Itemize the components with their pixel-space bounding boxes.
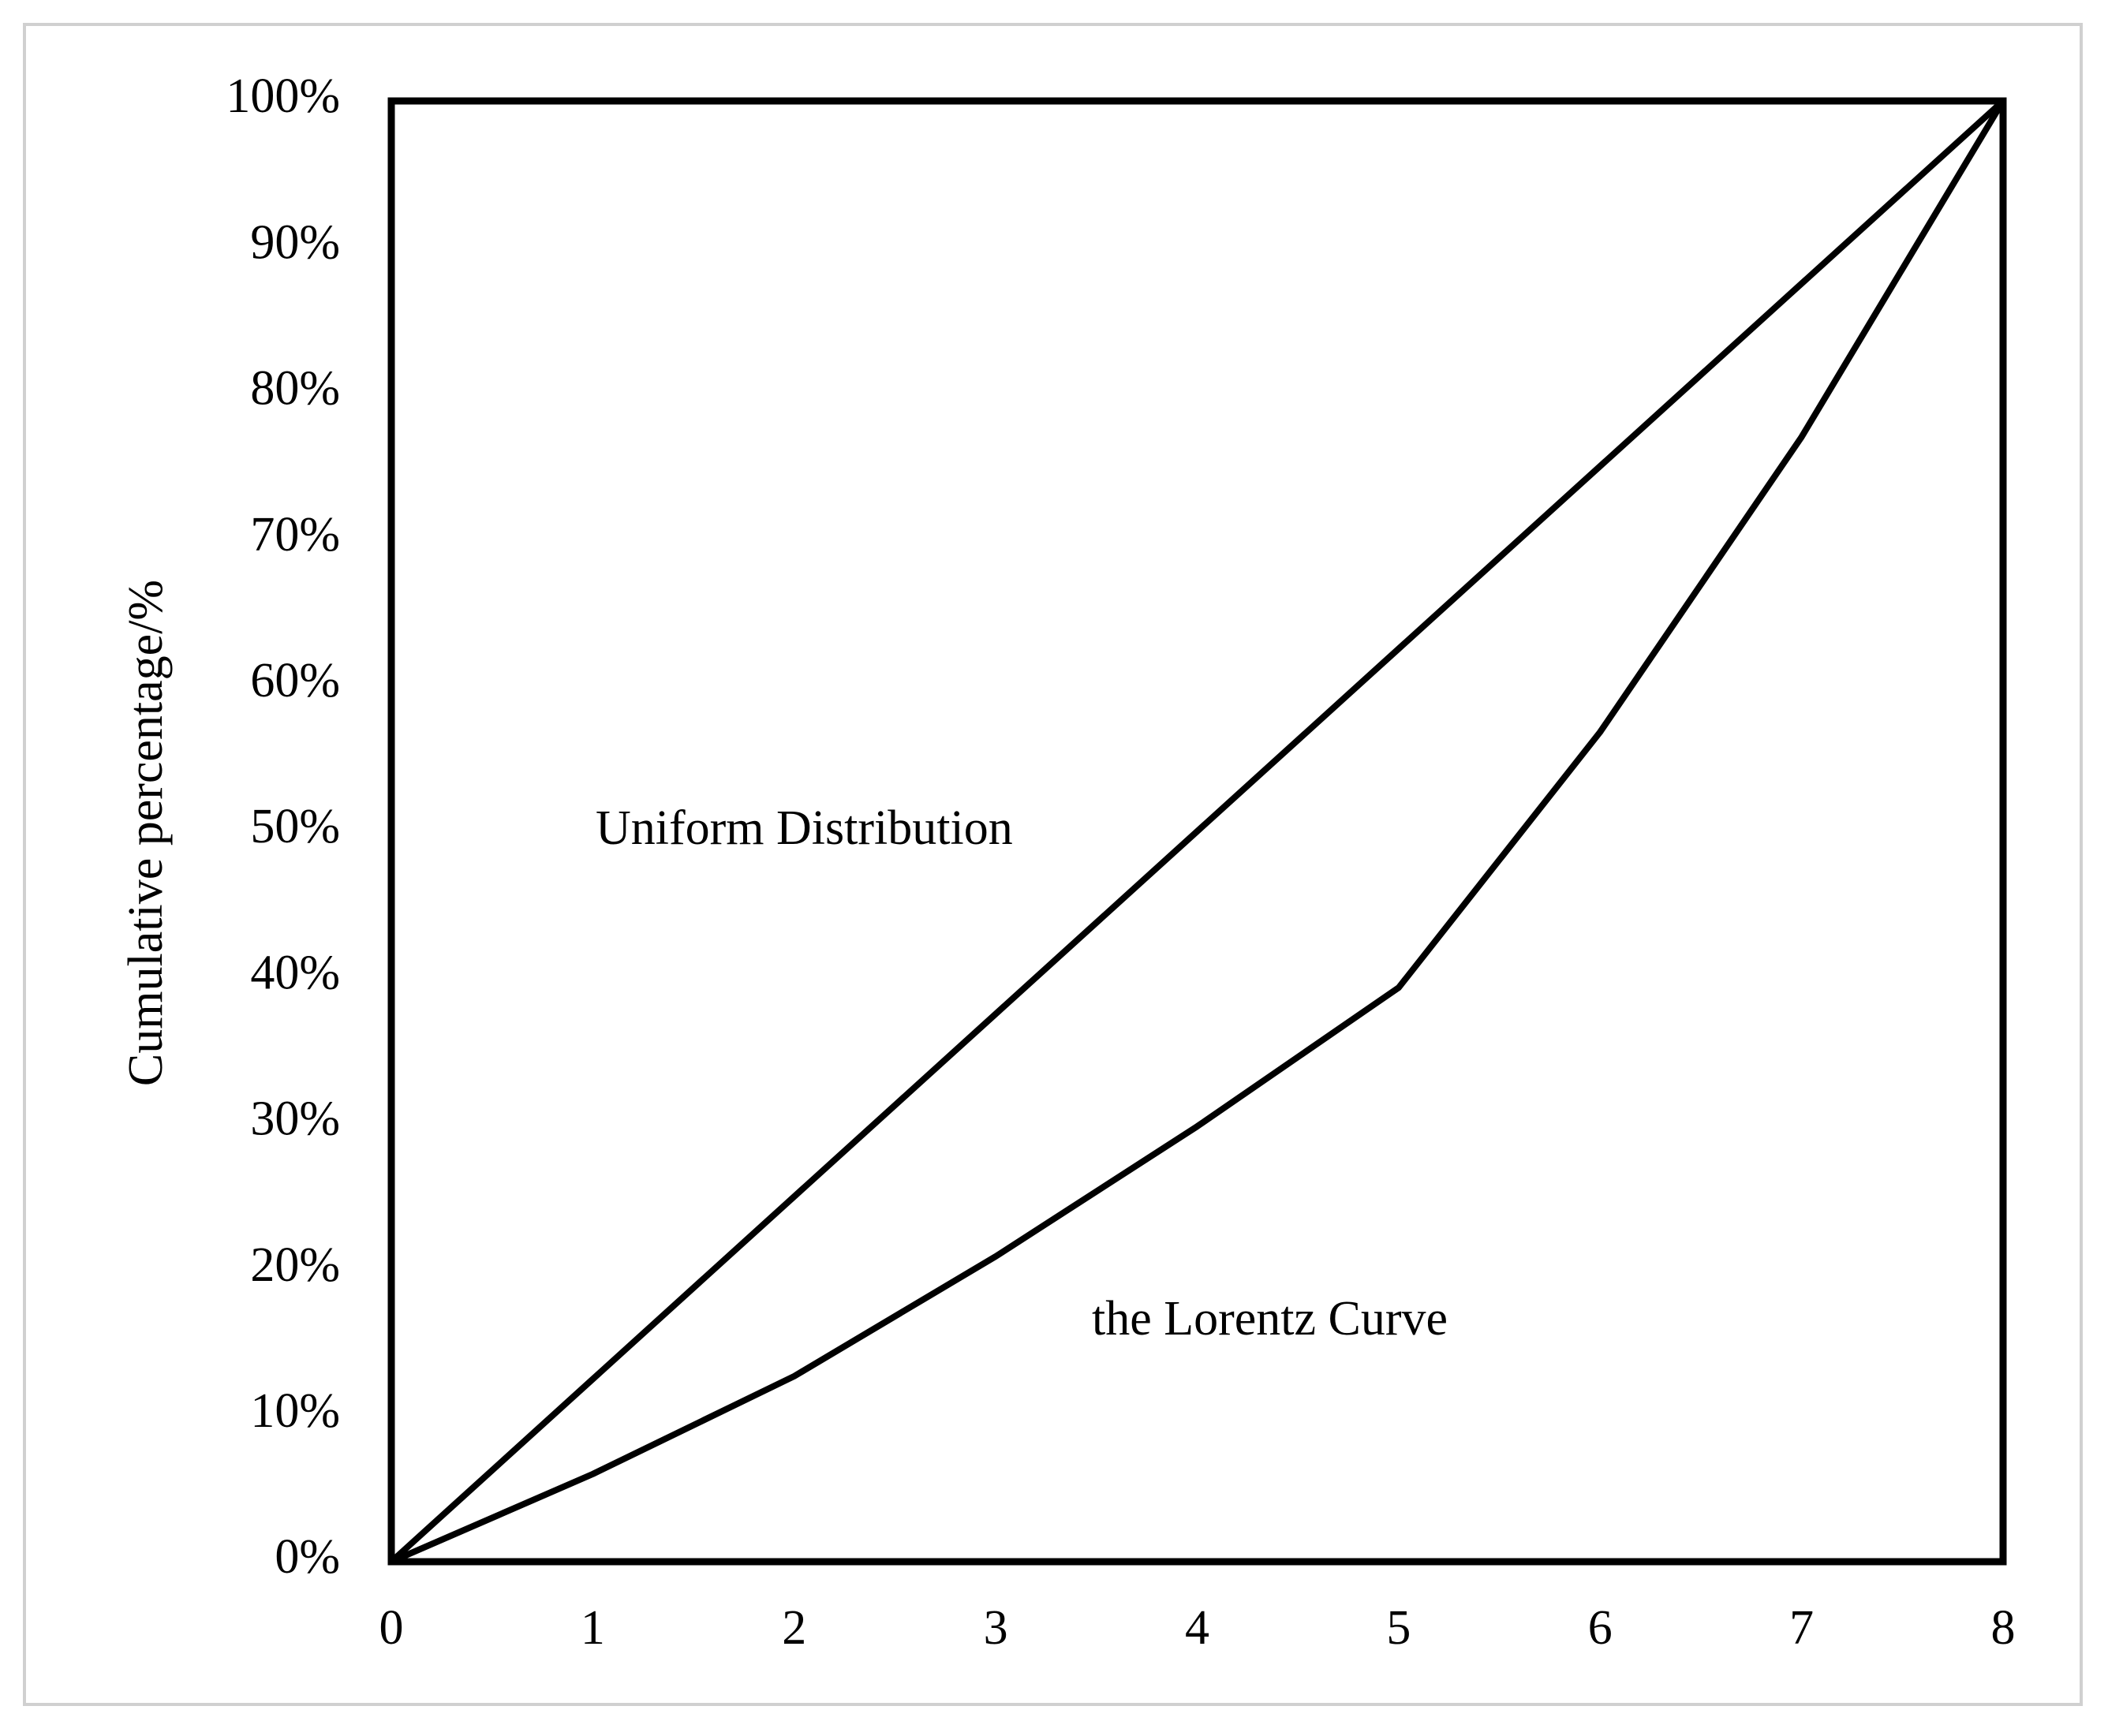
x-tick-label: 0	[379, 1601, 404, 1655]
y-tick-label: 70%	[250, 508, 340, 562]
y-tick-label: 60%	[250, 654, 340, 707]
y-tick-label: 100%	[226, 69, 340, 123]
x-tick-label: 5	[1386, 1601, 1411, 1655]
y-tick-label: 90%	[250, 215, 340, 269]
y-axis-label: Cumulative percentage/%	[119, 580, 173, 1086]
plot-frame	[387, 97, 2007, 1566]
y-tick-label: 0%	[275, 1530, 340, 1584]
y-tick-label: 20%	[250, 1238, 340, 1292]
series-label: the Lorentz Curve	[1092, 1292, 1448, 1346]
x-tick-label: 2	[782, 1601, 806, 1655]
y-tick-label: 10%	[250, 1384, 340, 1438]
x-tick-label: 1	[581, 1601, 605, 1655]
outer-border	[23, 23, 2083, 1706]
x-tick-label: 8	[1991, 1601, 2016, 1655]
y-tick-label: 30%	[250, 1092, 340, 1146]
x-tick-label: 6	[1588, 1601, 1613, 1655]
x-tick-label: 4	[1185, 1601, 1209, 1655]
series-line	[390, 99, 2006, 1565]
series-label: Uniform Distribution	[596, 801, 1013, 855]
series-line	[389, 99, 2005, 1564]
y-tick-label: 50%	[250, 800, 340, 853]
x-tick-label: 7	[1789, 1601, 1814, 1655]
y-tick-label: 80%	[250, 362, 340, 416]
x-tick-label: 3	[984, 1601, 1008, 1655]
y-tick-label: 40%	[250, 946, 340, 999]
